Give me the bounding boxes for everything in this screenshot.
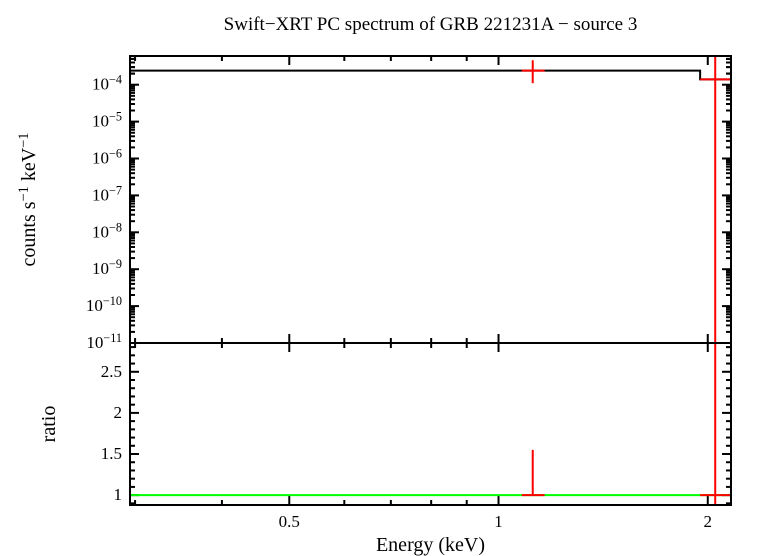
chart-container: { "title": "Swift−XRT PC spectrum of GRB… xyxy=(0,0,758,556)
y-tick-label-bottom: 1.5 xyxy=(101,444,122,463)
top-panel-frame xyxy=(130,56,731,343)
bottom-panel-frame xyxy=(130,343,731,505)
chart-title: Swift−XRT PC spectrum of GRB 221231A − s… xyxy=(224,14,638,35)
x-tick-label: 0.5 xyxy=(279,512,300,531)
y-tick-label-top: 10−9 xyxy=(92,257,122,278)
y-tick-label-bottom: 2 xyxy=(114,403,123,422)
y-tick-label-top: 10−8 xyxy=(92,220,122,241)
y-tick-label-top: 10−4 xyxy=(92,73,122,94)
y-tick-label-top: 10−7 xyxy=(92,183,122,204)
y-tick-label-top: 10−6 xyxy=(92,147,122,168)
x-tick-label: 2 xyxy=(704,512,713,531)
y-tick-label-top: 10−5 xyxy=(92,110,122,131)
y-tick-label-top: 10−11 xyxy=(86,331,122,352)
x-axis-label: Energy (keV) xyxy=(376,534,485,556)
y-tick-label-top: 10−10 xyxy=(86,294,122,315)
x-tick-label: 1 xyxy=(494,512,503,531)
y-axis-label-top: counts s−1 keV−1 xyxy=(16,133,40,267)
y-tick-label-bottom: 2.5 xyxy=(101,362,122,381)
model-step-line xyxy=(130,71,731,80)
spectrum-plot: 0.5 1 2 10−11 10−10 10−9 10−8 10−7 10−6 10−5 10−4 1… xyxy=(0,0,758,556)
y-axis-label-bottom: ratio xyxy=(38,406,60,443)
y-tick-label-bottom: 1 xyxy=(114,485,123,504)
